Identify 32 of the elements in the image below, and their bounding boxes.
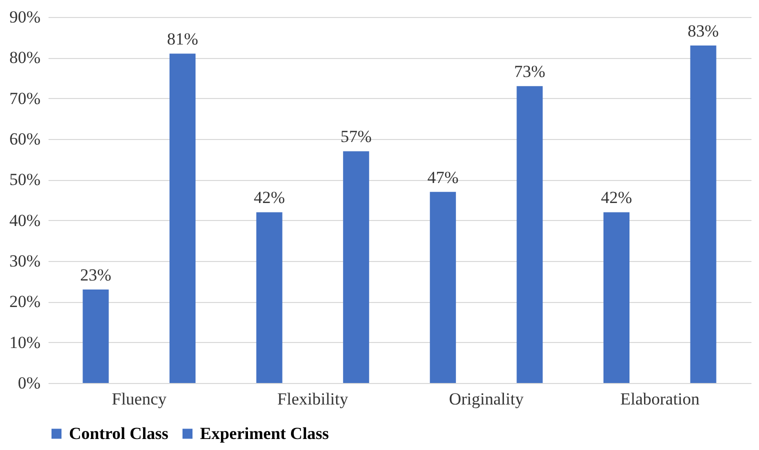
data-label: 83%	[688, 21, 719, 40]
x-tick-label: Originality	[448, 390, 524, 408]
data-label: 57%	[340, 127, 372, 146]
data-label: 42%	[600, 188, 632, 208]
legend-label: Experiment Class	[200, 424, 330, 443]
data-label: 47%	[427, 168, 458, 187]
y-tick-label: 70%	[9, 88, 40, 108]
y-tick-label: 50%	[9, 170, 40, 190]
data-label: 23%	[80, 265, 112, 284]
bar	[82, 289, 109, 383]
data-label: 81%	[166, 30, 198, 49]
y-tick-label: 0%	[18, 374, 40, 392]
y-tick-label: 90%	[9, 8, 40, 26]
y-tick-label: 40%	[9, 210, 40, 230]
bar	[516, 86, 543, 383]
y-tick-label: 60%	[9, 130, 40, 148]
x-tick-label: Fluency	[112, 390, 168, 408]
bar	[603, 212, 630, 383]
data-label: 42%	[254, 188, 285, 208]
y-tick-label: 80%	[9, 48, 40, 68]
bar	[343, 151, 370, 383]
x-tick-label: Flexibility	[277, 390, 349, 408]
bar	[690, 45, 716, 383]
y-tick-label: 20%	[9, 292, 40, 312]
y-tick-label: 30%	[9, 252, 40, 270]
legend-label: Control Class	[69, 424, 169, 443]
bar	[170, 54, 196, 383]
data-label: 73%	[514, 62, 546, 82]
y-tick-label: 10%	[9, 332, 40, 352]
x-tick-label: Elaboration	[620, 390, 700, 408]
bar	[256, 212, 282, 383]
bar	[430, 192, 456, 383]
